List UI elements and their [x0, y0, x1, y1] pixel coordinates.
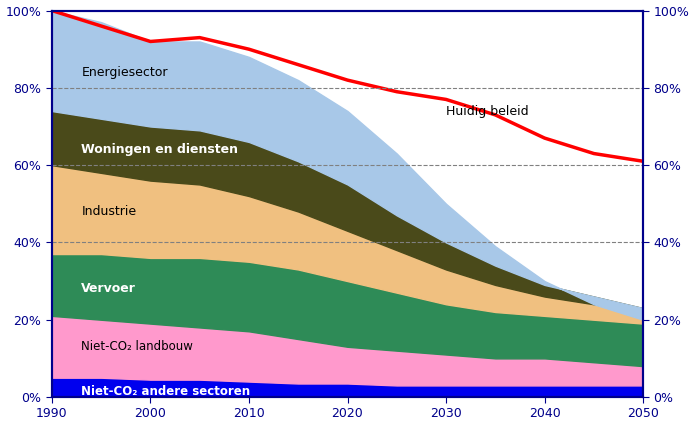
- Text: Energiesector: Energiesector: [81, 66, 168, 79]
- Text: Huidig beleid: Huidig beleid: [446, 105, 529, 118]
- Text: Industrie: Industrie: [81, 205, 136, 218]
- Text: Niet-CO₂ landbouw: Niet-CO₂ landbouw: [81, 340, 193, 353]
- Text: Woningen en diensten: Woningen en diensten: [81, 143, 238, 156]
- Text: Vervoer: Vervoer: [81, 282, 136, 295]
- Text: Niet-CO₂ andere sectoren: Niet-CO₂ andere sectoren: [81, 385, 250, 398]
